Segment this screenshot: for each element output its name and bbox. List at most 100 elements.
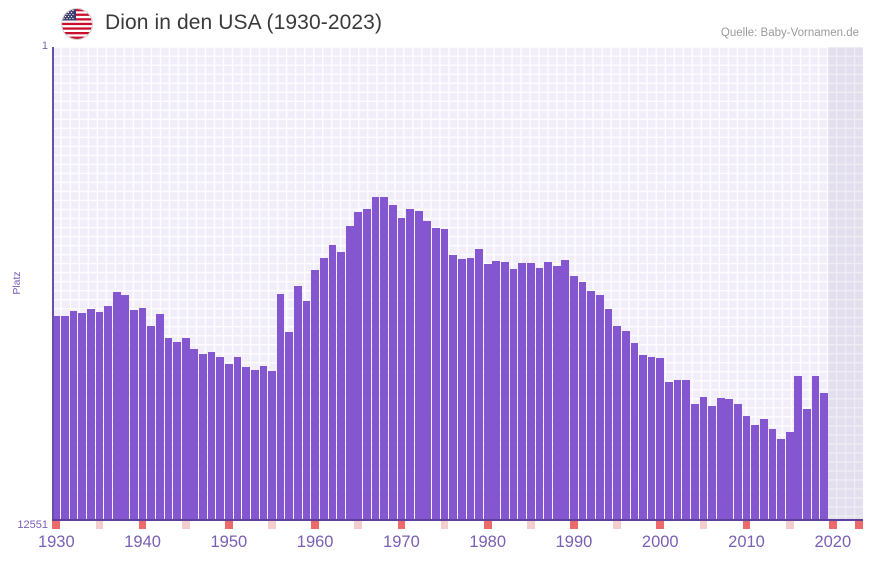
bar <box>173 342 181 519</box>
bar <box>61 315 69 519</box>
bar <box>690 403 699 519</box>
bar <box>466 258 475 519</box>
x-axis-tick <box>613 521 621 529</box>
bar <box>552 265 561 519</box>
bar <box>78 313 87 519</box>
bar <box>725 399 734 519</box>
bar <box>414 210 423 519</box>
bar <box>604 309 613 519</box>
bar <box>613 326 621 519</box>
x-axis-label: 2000 <box>641 533 679 551</box>
bar <box>104 305 112 519</box>
x-axis-tick <box>785 521 794 529</box>
bar <box>716 397 725 519</box>
bar <box>406 208 414 519</box>
bar <box>225 363 233 519</box>
bar <box>380 196 389 519</box>
bar <box>285 332 294 519</box>
bar <box>337 251 345 519</box>
bar <box>803 408 811 519</box>
bar <box>432 228 440 519</box>
bar <box>233 357 242 519</box>
bar <box>138 308 147 519</box>
bar <box>811 376 820 519</box>
bar <box>561 259 570 519</box>
bar <box>121 295 130 519</box>
bar <box>95 312 104 519</box>
x-axis-tick <box>828 521 837 529</box>
bar <box>345 225 354 519</box>
bar <box>587 291 596 519</box>
bar <box>518 262 527 519</box>
bar-series <box>52 47 863 519</box>
bar <box>647 356 656 519</box>
bar <box>259 365 268 519</box>
bar <box>250 370 259 519</box>
bar <box>112 292 121 519</box>
y-axis-line <box>52 47 54 520</box>
bar <box>86 309 95 519</box>
bar <box>535 268 544 519</box>
bar <box>570 275 578 519</box>
x-axis-tick <box>268 521 276 529</box>
no-data-region <box>828 47 863 519</box>
x-axis-tick <box>483 521 492 529</box>
x-axis-label: 1930 <box>37 533 75 551</box>
x-axis-ticks <box>52 521 863 531</box>
x-axis-label: 1950 <box>210 533 248 551</box>
bar <box>199 353 207 519</box>
x-axis-labels: 1930 1940 1950 1960 1970 1980 1990 2000 2010 2020 <box>38 533 863 561</box>
us-flag-icon <box>62 9 92 39</box>
bar <box>665 381 673 519</box>
bar <box>190 348 199 519</box>
x-axis-tick <box>699 521 708 529</box>
bar <box>440 229 449 519</box>
x-axis-tick <box>397 521 406 529</box>
x-axis-label: 1940 <box>124 533 161 551</box>
bar <box>639 354 647 519</box>
bar <box>501 262 509 519</box>
bar <box>449 254 458 519</box>
bar <box>147 326 156 519</box>
bar <box>621 330 630 519</box>
bar <box>302 301 311 519</box>
bar <box>777 438 785 519</box>
bar <box>526 263 535 519</box>
y-axis-title: Platz <box>11 271 23 295</box>
bar <box>319 258 328 519</box>
x-axis-tick <box>854 521 863 529</box>
bar <box>457 259 466 519</box>
bar <box>682 379 690 519</box>
x-axis-tick <box>138 521 147 529</box>
x-axis-tick <box>225 521 233 529</box>
bar <box>759 419 768 519</box>
bar <box>492 261 501 519</box>
bar <box>371 196 380 519</box>
bar <box>363 208 371 519</box>
bar <box>276 294 285 519</box>
bar <box>475 249 483 519</box>
x-axis-line <box>52 519 863 521</box>
x-axis-tick <box>742 521 751 529</box>
bar <box>242 366 250 519</box>
bar <box>423 220 432 519</box>
bar <box>397 218 406 519</box>
bar <box>742 415 751 519</box>
x-axis-label: 1960 <box>296 533 334 551</box>
bar <box>483 263 492 519</box>
bar <box>130 310 138 519</box>
bar <box>509 268 518 519</box>
bar <box>388 204 397 519</box>
y-axis-tick-top: 1 <box>41 40 48 52</box>
bar <box>820 392 829 519</box>
x-axis-tick <box>570 521 578 529</box>
x-axis-tick <box>354 521 363 529</box>
bar <box>328 245 337 519</box>
x-axis-tick <box>52 521 61 529</box>
bar <box>181 337 190 519</box>
bar <box>656 357 665 519</box>
chart-plot-area <box>52 47 863 519</box>
x-axis-tick <box>95 521 104 529</box>
source-attribution: Quelle: Baby-Vornamen.de <box>720 27 859 39</box>
bar <box>294 286 302 519</box>
